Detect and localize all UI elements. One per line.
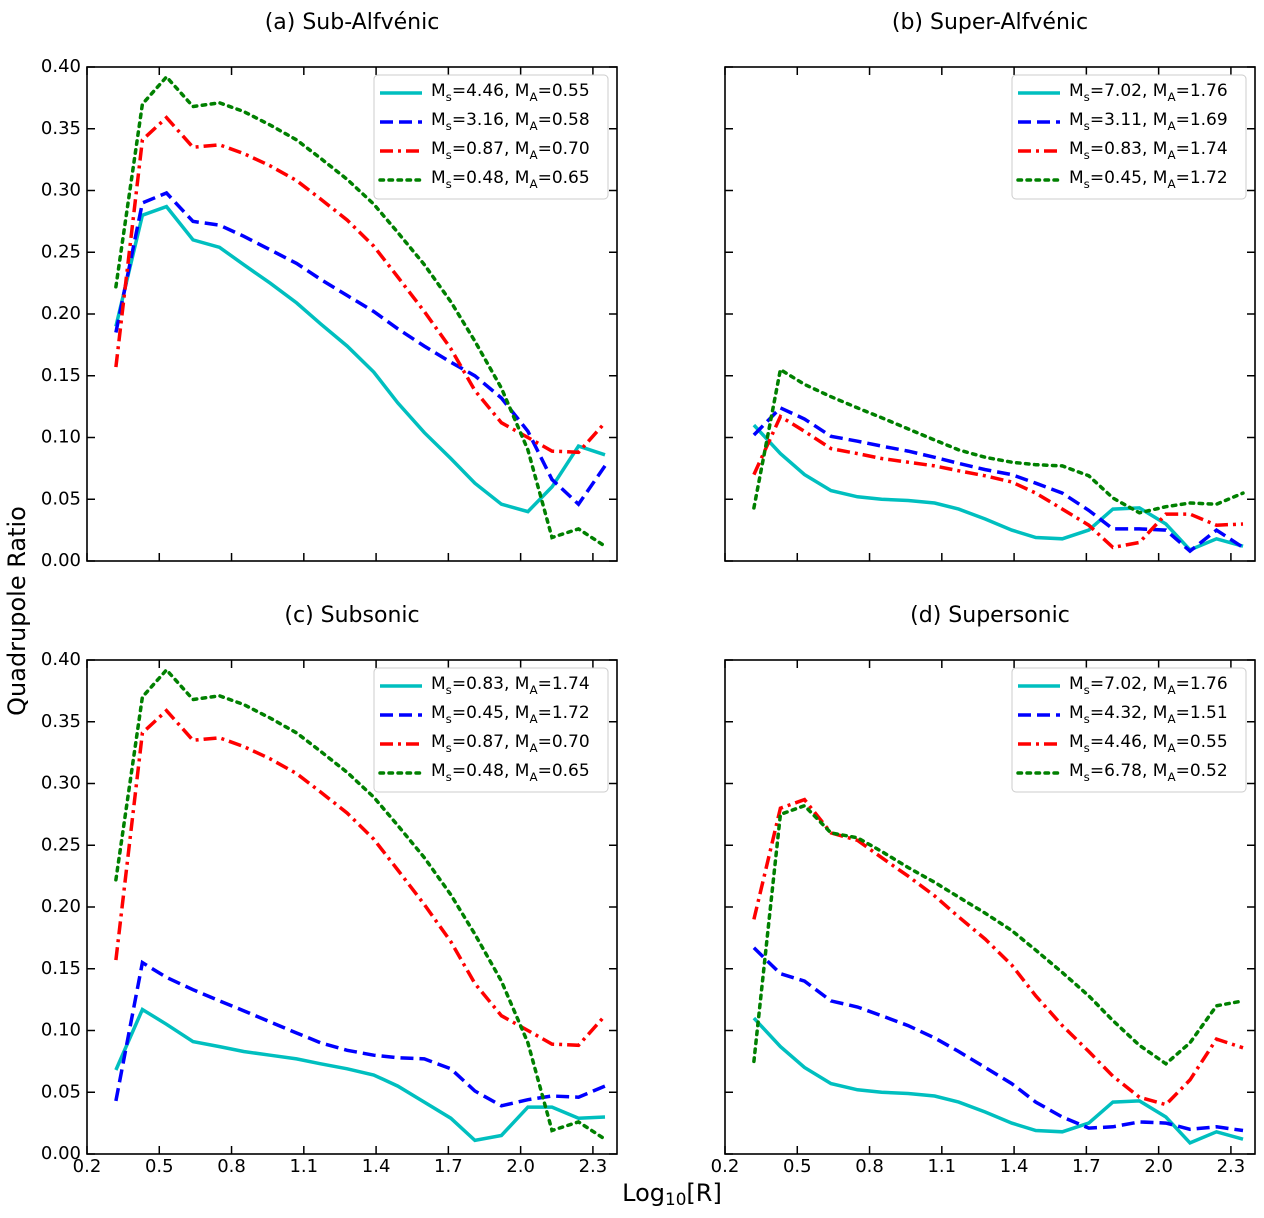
panel: (a) Sub-Alfvénic 0.00 0.05 0.10 0.15 0.20 0.25… <box>41 10 618 571</box>
series-line <box>752 405 1244 554</box>
y-axis-label: Quadrupole Ratio <box>3 506 31 716</box>
legend-label: Ms=0.45, MA=1.72 <box>1069 168 1228 191</box>
y-tick-label: 0.05 <box>41 488 81 509</box>
series-line <box>752 423 1244 552</box>
legend-box <box>1011 667 1247 793</box>
y-tick-label: 0.00 <box>41 550 81 571</box>
x-tick-label: 1.4 <box>1000 1156 1029 1177</box>
series-line <box>114 667 607 1141</box>
y-tick-label: 0.30 <box>41 773 81 794</box>
y-tick-label: 0.05 <box>41 1081 81 1102</box>
legend-label: Ms=3.11, MA=1.69 <box>1069 110 1228 133</box>
x-tick-label: 1.7 <box>1072 1156 1101 1177</box>
series-line <box>114 1006 606 1143</box>
series-line <box>752 803 1245 1067</box>
series-line <box>752 946 1244 1133</box>
legend-box <box>373 667 609 793</box>
legend-label: Ms=6.78, MA=0.52 <box>1069 761 1228 784</box>
legend-label: Ms=4.32, MA=1.51 <box>1069 703 1228 726</box>
y-tick-label: 0.25 <box>41 241 81 262</box>
legend-label: Ms=0.48, MA=0.65 <box>431 168 590 191</box>
y-tick-label: 0.00 <box>41 1143 81 1164</box>
y-tick-label: 0.40 <box>41 649 81 670</box>
x-tick-label: 1.4 <box>362 1156 391 1177</box>
x-tick-label: 0.8 <box>217 1156 246 1177</box>
x-tick-label: 0.2 <box>711 1156 740 1177</box>
legend-label: Ms=4.46, MA=0.55 <box>431 81 590 104</box>
panel-title: (c) Subsonic <box>284 603 419 628</box>
x-tick-label: 0.5 <box>145 1156 174 1177</box>
series-line <box>752 413 1244 550</box>
legend-label: Ms=0.87, MA=0.70 <box>431 139 590 162</box>
panel: (d) Supersonic 0.2 0.5 0.8 1.1 1.4 1.7 2.0 2.3 Ms… <box>711 603 1256 1177</box>
x-axis-label: Log10[R] <box>622 1179 722 1209</box>
x-tick-label: 2.3 <box>579 1156 608 1177</box>
x-tick-label: 1.1 <box>927 1156 956 1177</box>
x-tick-label: 2.0 <box>1144 1156 1173 1177</box>
legend-box <box>373 74 609 200</box>
x-tick-label: 0.2 <box>73 1156 102 1177</box>
panel-title: (b) Super-Alfvénic <box>892 10 1088 35</box>
legend-box <box>1011 74 1247 200</box>
y-tick-label: 0.20 <box>41 303 81 324</box>
series-line <box>752 1016 1244 1145</box>
legend-label: Ms=0.45, MA=1.72 <box>431 703 590 726</box>
legend-label: Ms=7.02, MA=1.76 <box>1069 81 1228 104</box>
legend-label: Ms=0.83, MA=1.74 <box>1069 139 1228 162</box>
y-tick-label: 0.10 <box>41 1020 81 1041</box>
x-tick-label: 2.0 <box>506 1156 535 1177</box>
legend-label: Ms=4.46, MA=0.55 <box>1069 732 1228 755</box>
y-tick-label: 0.25 <box>41 834 81 855</box>
x-tick-label: 1.1 <box>289 1156 318 1177</box>
series-line <box>114 204 606 514</box>
x-tick-label: 0.5 <box>783 1156 812 1177</box>
panel: (c) Subsonic 0.2 0.5 0.8 1.1 1.4 1.7 2.0 2.3 0.00… <box>41 603 618 1177</box>
x-tick-label: 1.7 <box>434 1156 463 1177</box>
x-tick-label: 0.8 <box>855 1156 884 1177</box>
series-line <box>114 959 606 1108</box>
y-tick-label: 0.35 <box>41 118 81 139</box>
y-tick-label: 0.15 <box>41 365 81 386</box>
panel-title: (a) Sub-Alfvénic <box>265 10 440 35</box>
series-line <box>114 708 607 1048</box>
x-tick-label: 2.3 <box>1217 1156 1246 1177</box>
y-tick-label: 0.15 <box>41 958 81 979</box>
series-line <box>114 74 607 548</box>
panel: (b) Super-Alfvénic Ms=7.02, MA=1.76 Ms=3.1… <box>724 10 1256 562</box>
panel-title: (d) Supersonic <box>910 603 1070 628</box>
y-tick-label: 0.30 <box>41 180 81 201</box>
legend-label: Ms=0.83, MA=1.74 <box>431 674 590 697</box>
y-tick-label: 0.40 <box>41 56 81 77</box>
legend-label: Ms=7.02, MA=1.76 <box>1069 674 1228 697</box>
series-line <box>752 366 1245 515</box>
legend-label: Ms=3.16, MA=0.58 <box>431 110 590 133</box>
series-line <box>114 190 607 507</box>
series-line <box>114 115 607 455</box>
y-tick-label: 0.20 <box>41 896 81 917</box>
y-tick-label: 0.35 <box>41 711 81 732</box>
y-tick-label: 0.10 <box>41 427 81 448</box>
legend-label: Ms=0.87, MA=0.70 <box>431 732 590 755</box>
legend-label: Ms=0.48, MA=0.65 <box>431 761 590 784</box>
